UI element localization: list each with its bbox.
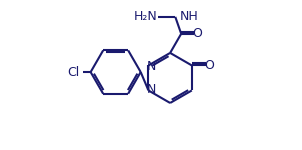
Text: O: O [193,27,203,40]
Text: N: N [147,60,156,73]
Text: NH: NH [179,10,198,23]
Text: Cl: Cl [67,66,79,79]
Text: N: N [147,83,156,96]
Text: H₂N: H₂N [134,10,158,23]
Text: O: O [204,59,214,72]
